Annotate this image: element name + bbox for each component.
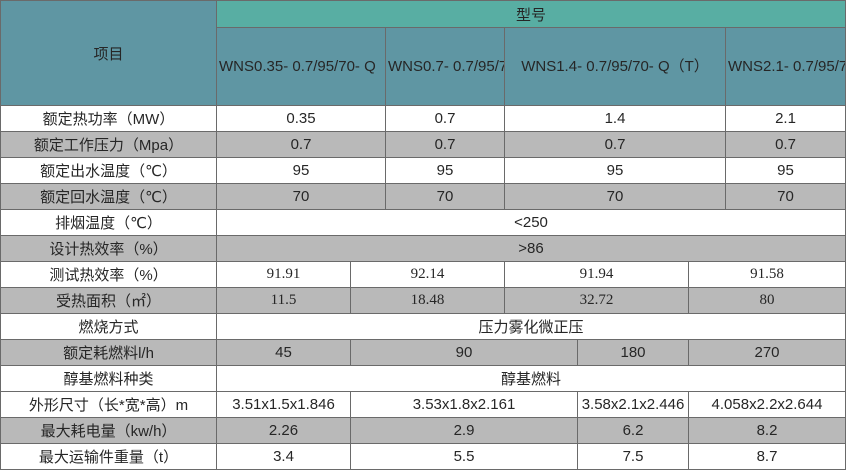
table-row: 最大运输件重量（t） 3.4 5.5 7.5 8.7: [0, 443, 847, 470]
row-label: 受热面积（㎡）: [0, 287, 217, 314]
model-header-wns035: WNS0.35- 0.7/95/70- Q（T）: [216, 27, 386, 106]
cell-value: 醇基燃料: [215, 365, 847, 392]
table-row: 燃烧方式 压力雾化微正压: [0, 313, 847, 340]
table-row: 额定热功率（MW） 0.35 0.7 1.4 2.1: [0, 105, 847, 132]
row-label: 最大运输件重量（t）: [0, 443, 217, 470]
cell-value: 95: [724, 157, 847, 184]
row-label: 额定出水温度（℃）: [0, 157, 217, 184]
cell-value: 0.35: [216, 105, 386, 132]
table-row: 测试热效率（%） 91.91 92.14 91.94 91.58: [0, 261, 847, 288]
table-row: 额定工作压力（Mpa） 0.7 0.7 0.7 0.7: [0, 131, 847, 158]
row-label: 外形尺寸（长*宽*高）m: [0, 391, 217, 418]
cell-value: 0.7: [385, 131, 505, 158]
cell-value: 92.14: [350, 261, 505, 288]
cell-value: 7.5: [577, 443, 689, 470]
cell-value: 91.94: [504, 261, 689, 288]
cell-value: 8.7: [687, 443, 847, 470]
cell-value: 70: [385, 183, 505, 210]
table-row: 额定出水温度（℃） 95 95 95 95: [0, 157, 847, 184]
row-label: 排烟温度（℃）: [0, 209, 217, 236]
cell-value: 3.58x2.1x2.446: [577, 391, 689, 418]
table-row: 排烟温度（℃） <250: [0, 209, 847, 236]
row-label: 醇基燃料种类: [0, 365, 217, 392]
cell-value: 0.7: [504, 131, 726, 158]
cell-value: >86: [215, 235, 847, 262]
cell-value: 2.9: [350, 417, 578, 444]
table-row: 最大耗电量（kw/h） 2.26 2.9 6.2 8.2: [0, 417, 847, 444]
table-row: 设计热效率（%） >86: [0, 235, 847, 262]
cell-value: 3.4: [216, 443, 351, 470]
cell-value: 2.26: [216, 417, 351, 444]
row-label: 最大耗电量（kw/h）: [0, 417, 217, 444]
cell-value: 18.48: [350, 287, 505, 314]
table-row: 受热面积（㎡） 11.5 18.48 32.72 80: [0, 287, 847, 314]
table-row: 醇基燃料种类 醇基燃料: [0, 365, 847, 392]
cell-value: 8.2: [687, 417, 847, 444]
cell-value: 压力雾化微正压: [215, 313, 847, 340]
model-header-wns07: WNS0.7- 0.7/95/70- Q（T）: [385, 27, 505, 106]
cell-value: 3.51x1.5x1.846: [216, 391, 351, 418]
cell-value: 1.4: [504, 105, 726, 132]
cell-value: 95: [216, 157, 386, 184]
cell-value: 91.58: [687, 261, 847, 288]
cell-value: 70: [216, 183, 386, 210]
cell-value: 95: [385, 157, 505, 184]
row-label: 设计热效率（%）: [0, 235, 217, 262]
table-row: 额定回水温度（℃） 70 70 70 70: [0, 183, 847, 210]
cell-value: 11.5: [216, 287, 351, 314]
table-row: 外形尺寸（长*宽*高）m 3.51x1.5x1.846 3.53x1.8x2.1…: [0, 391, 847, 418]
row-label: 额定耗燃料l/h: [0, 339, 217, 366]
cell-value: 70: [724, 183, 847, 210]
cell-value: 0.7: [724, 131, 847, 158]
cell-value: 95: [504, 157, 726, 184]
cell-value: 3.53x1.8x2.161: [350, 391, 578, 418]
cell-value: 4.058x2.2x2.644: [687, 391, 847, 418]
cell-value: 6.2: [577, 417, 689, 444]
model-header-wns14: WNS1.4- 0.7/95/70- Q（T）: [504, 27, 726, 106]
cell-value: 180: [577, 339, 689, 366]
cell-value: 80: [687, 287, 847, 314]
cell-value: 5.5: [350, 443, 578, 470]
row-label: 燃烧方式: [0, 313, 217, 340]
column-header-item: 项目: [0, 0, 217, 106]
row-label: 额定工作压力（Mpa）: [0, 131, 217, 158]
cell-value: 0.7: [216, 131, 386, 158]
cell-value: 90: [350, 339, 578, 366]
row-label: 额定热功率（MW）: [0, 105, 217, 132]
cell-value: 45: [216, 339, 351, 366]
model-header-wns21: WNS2.1- 0.7/95/70- Q（T）: [724, 27, 847, 106]
cell-value: <250: [215, 209, 847, 236]
column-group-header-model: 型号: [215, 0, 847, 28]
table-row: 额定耗燃料l/h 45 90 180 270: [0, 339, 847, 366]
cell-value: 0.7: [385, 105, 505, 132]
row-label: 测试热效率（%）: [0, 261, 217, 288]
cell-value: 32.72: [504, 287, 689, 314]
row-label: 额定回水温度（℃）: [0, 183, 217, 210]
cell-value: 270: [687, 339, 847, 366]
cell-value: 2.1: [724, 105, 847, 132]
cell-value: 70: [504, 183, 726, 210]
cell-value: 91.91: [216, 261, 351, 288]
